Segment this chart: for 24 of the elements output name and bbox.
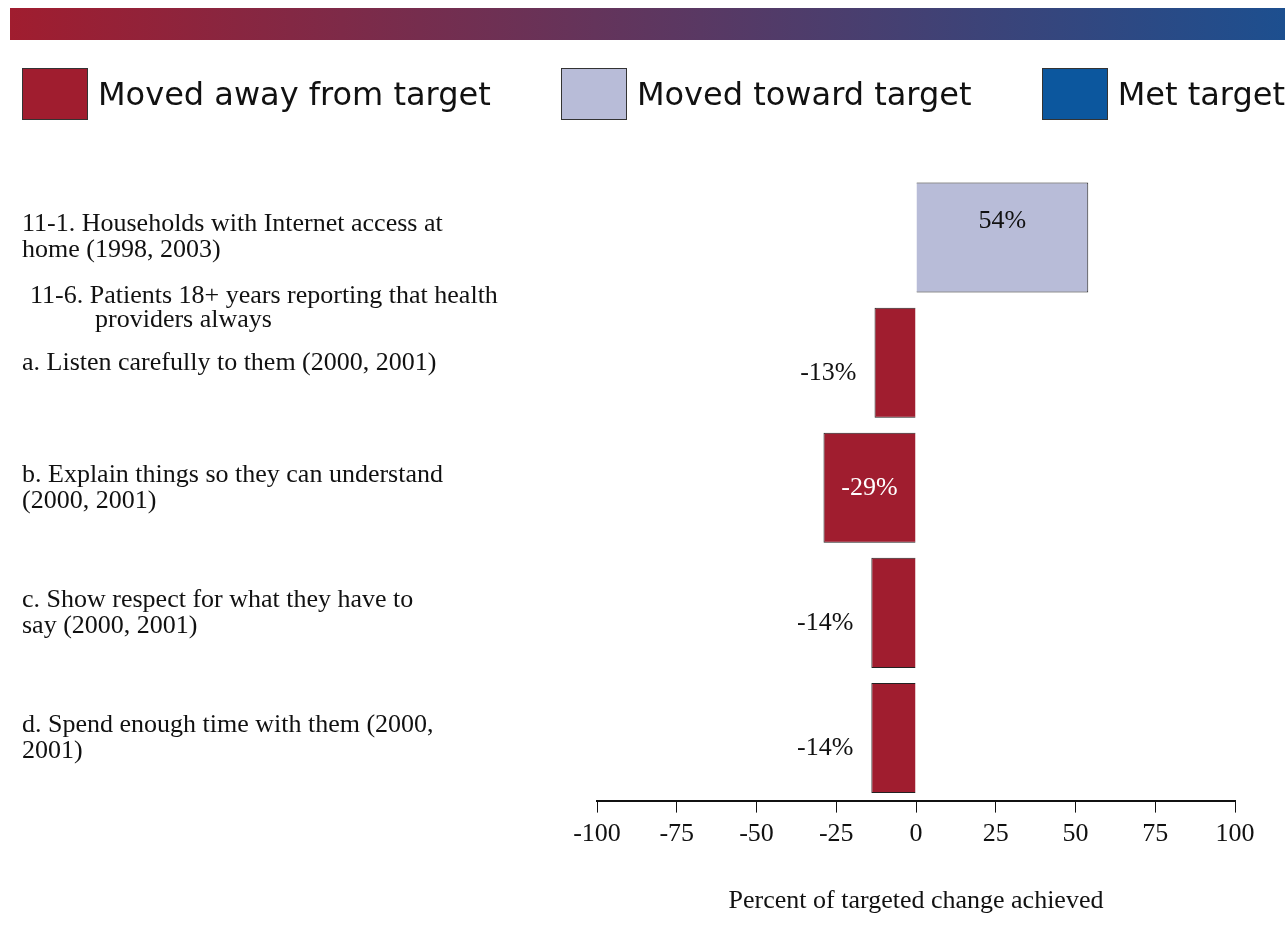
x-tick-label: -100 [573, 818, 621, 848]
x-tick-label: 100 [1215, 818, 1255, 848]
x-tick-label: -75 [659, 818, 695, 848]
data-label: -13% [800, 356, 857, 386]
legend-label: Moved away from target [98, 75, 491, 113]
data-label: -14% [797, 731, 854, 761]
legend-label: Moved toward target [636, 75, 972, 113]
x-tick-label: 25 [982, 818, 1009, 848]
text: 11-6. Patients 18+ years reporting that health providers always [30, 279, 498, 333]
data-label: -29% [841, 471, 898, 501]
y-tick-label: b. Explain things so they can understand (2000, 2001) [22, 458, 443, 514]
data-label: 54% [978, 205, 1027, 235]
x-tick-label: 75 [1142, 818, 1169, 848]
data-label: -14% [797, 606, 854, 636]
x-axis-title: Percent of targeted change achieved [728, 885, 1104, 915]
y-tick-label: a. Listen carefully to them (2000, 2001) [22, 346, 437, 376]
y-tick-label: c. Show respect for what they have to say (2000, 2001) [22, 583, 414, 639]
x-tick-label: 50 [1062, 818, 1089, 848]
y-tick-label: d. Spend enough time with them (2000, 2001) [22, 708, 434, 764]
x-tick-label: -50 [739, 818, 774, 848]
legend-label: Met target [1117, 75, 1285, 113]
x-tick-label: -25 [818, 818, 854, 848]
y-tick-label: 11-1. Households with Internet access at home (1998, 2003) [22, 208, 444, 264]
x-tick-label: 0 [909, 818, 923, 848]
